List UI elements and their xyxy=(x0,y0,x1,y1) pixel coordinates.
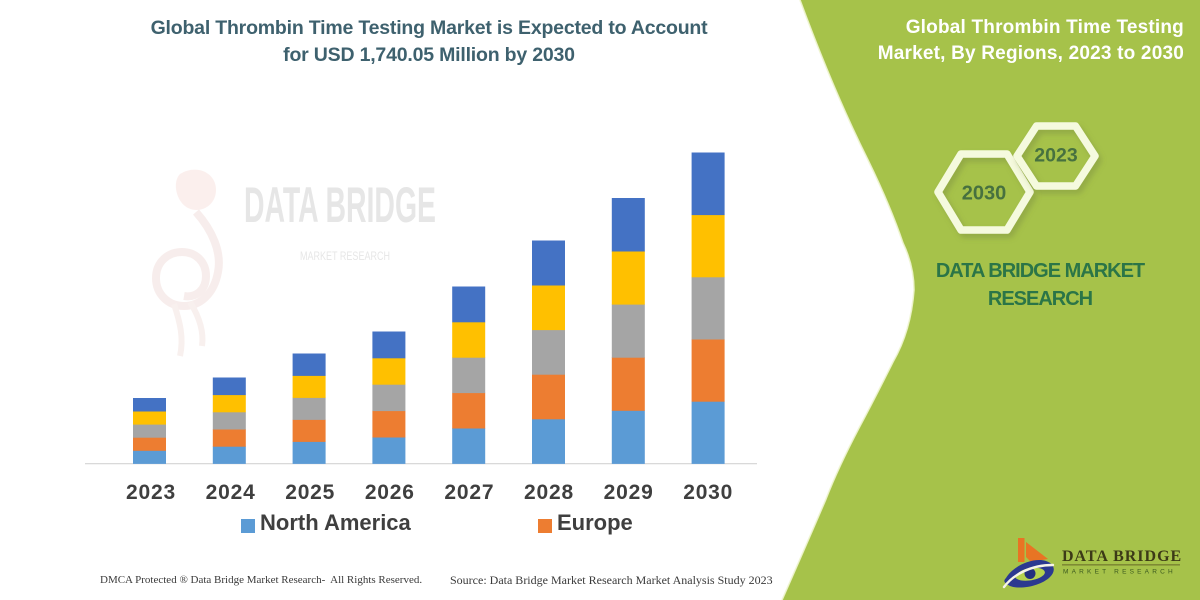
svg-text:DATA BRIDGE: DATA BRIDGE xyxy=(244,177,436,233)
svg-text:MARKET RESEARCH: MARKET RESEARCH xyxy=(1063,569,1176,576)
svg-text:2023: 2023 xyxy=(1034,145,1078,167)
svg-text:MARKET RESEARCH: MARKET RESEARCH xyxy=(300,249,390,263)
svg-text:2030: 2030 xyxy=(962,183,1007,205)
svg-text:DATA BRIDGE: DATA BRIDGE xyxy=(1062,548,1182,565)
